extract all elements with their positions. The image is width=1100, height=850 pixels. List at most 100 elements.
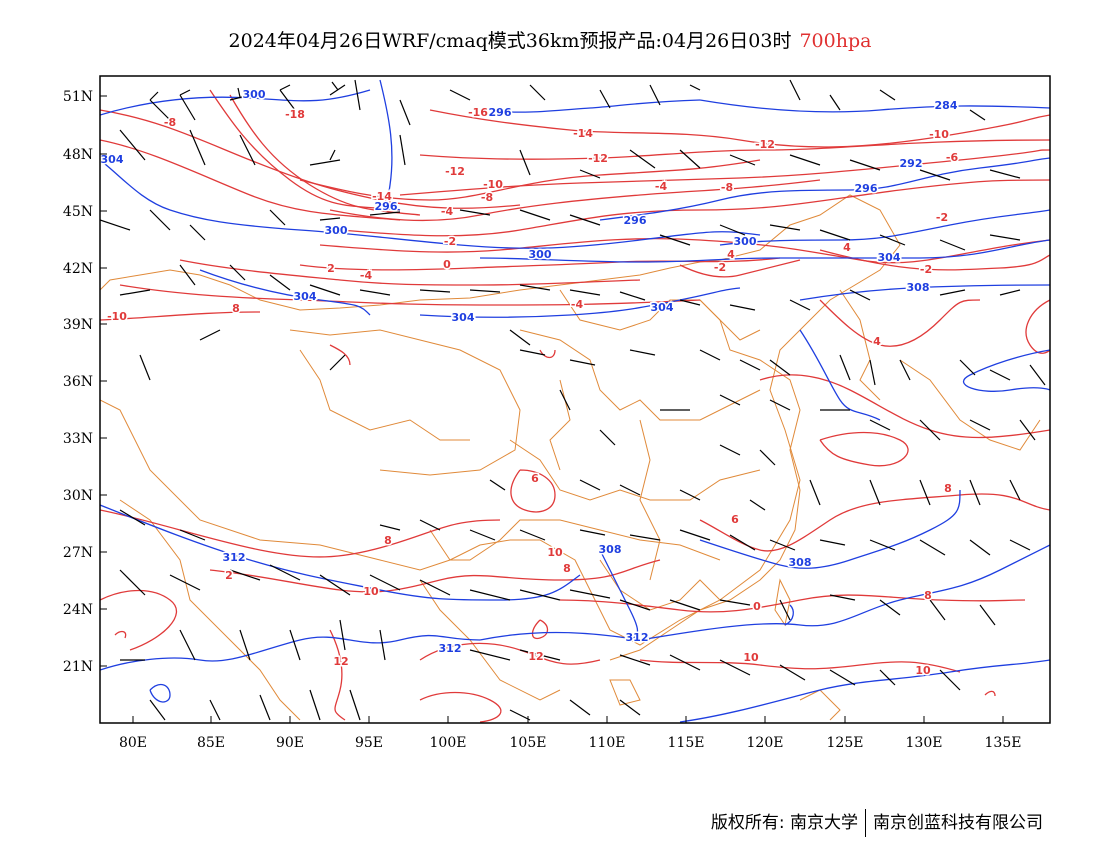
lat-label: 27N	[63, 545, 93, 561]
wind-barb	[519, 284, 551, 291]
wind-barb	[629, 349, 656, 356]
temperature-label: 2	[225, 569, 233, 582]
lat-label: 39N	[63, 317, 93, 333]
wind-barb	[189, 129, 206, 166]
geopotential-label: 304	[101, 153, 124, 166]
wind-barb	[179, 629, 196, 661]
province-border-3	[519, 329, 761, 421]
temperature-label: -14	[372, 190, 392, 203]
wind-barb	[419, 579, 451, 596]
temperature-label: -2	[444, 235, 456, 248]
temperature-label: 8	[563, 562, 571, 575]
wind-barb	[939, 239, 966, 251]
wind-barb	[469, 529, 496, 541]
temp-contour	[819, 431, 909, 467]
wind-barb	[919, 539, 946, 556]
geopotential-label: 300	[529, 248, 552, 261]
wind-barb	[919, 419, 941, 441]
wind-barb	[489, 479, 506, 491]
wind-barb	[469, 589, 511, 601]
wind-barb	[319, 574, 351, 596]
wind-barb	[329, 354, 346, 371]
lat-label: 51N	[63, 89, 93, 105]
wind-barb	[779, 664, 806, 681]
lon-label: 130E	[906, 735, 943, 751]
lon-label: 100E	[430, 735, 467, 751]
wind-barb	[579, 169, 601, 179]
temp-contour	[419, 691, 502, 723]
temperature-label: 0	[753, 600, 761, 613]
wind-barb	[809, 479, 821, 506]
wind-barb	[569, 289, 601, 296]
wind-barb	[509, 709, 531, 721]
temperature-label: -4	[655, 180, 668, 193]
temperature-label: 4	[873, 335, 881, 348]
pressure-level: 700hpa	[799, 30, 872, 52]
wind-barb	[619, 599, 651, 611]
wind-barb	[519, 589, 561, 601]
footer-separator	[865, 809, 866, 837]
height-contour	[149, 683, 171, 703]
wind-barb	[729, 534, 756, 551]
wind-barb	[459, 209, 491, 216]
temperature-label: 8	[384, 534, 392, 547]
wind-barb	[399, 134, 406, 166]
wind-barb	[699, 349, 721, 361]
height-contour	[100, 504, 581, 601]
wind-barb	[979, 604, 996, 626]
temperature-label: 10	[743, 651, 759, 664]
height-contour	[100, 89, 371, 116]
temperature-label: -2	[936, 211, 948, 224]
map-content: -8-18 -16-14-12-10-8-14-12-4-10-8-12-2-40…	[100, 79, 1050, 723]
geopotential-label: 304	[294, 290, 317, 303]
wind-barb	[579, 529, 606, 536]
temperature-label: 4	[843, 241, 851, 254]
wind-barb	[689, 84, 701, 91]
wind-barb	[989, 234, 1021, 241]
lon-label: 110E	[589, 735, 626, 751]
lon-label: 85E	[197, 735, 225, 751]
wind-barb	[269, 564, 301, 581]
lon-label: 105E	[510, 735, 547, 751]
temp-contour	[510, 469, 556, 513]
wind-barb	[369, 211, 401, 216]
wind-barb	[119, 289, 151, 296]
temperature-label-layer: -8-18 -16-14-12-10-8-14-12-4-10-8-12-2-40…	[106, 105, 960, 679]
temperature-label: -12	[755, 138, 775, 151]
wind-barb	[569, 699, 591, 716]
temp-contour	[1025, 299, 1050, 354]
temp-contour	[229, 94, 421, 216]
indochina-border	[419, 579, 561, 701]
geopotential-label: 296	[855, 182, 878, 195]
height-contour	[199, 269, 371, 316]
wind-barb	[349, 689, 361, 721]
wind-barb	[829, 594, 856, 601]
temperature-label: 2	[327, 262, 335, 275]
geopotential-label: 300	[243, 88, 266, 101]
geopotential-label: 308	[789, 556, 812, 569]
wind-barb	[119, 569, 146, 596]
wind-barb	[339, 619, 346, 651]
hainan-coast	[609, 679, 641, 706]
wind-barb	[599, 89, 611, 109]
wind-barb	[419, 519, 441, 531]
province-border-2	[299, 349, 470, 441]
lon-label: 135E	[985, 735, 1022, 751]
lat-label: 21N	[63, 659, 93, 675]
temperature-label: 4	[727, 248, 735, 261]
geopotential-label: 292	[900, 157, 923, 170]
wind-barb	[819, 229, 851, 241]
wind-barb	[879, 234, 906, 246]
height-contour	[489, 99, 701, 113]
wind-barb	[319, 217, 341, 221]
wind-barb	[449, 89, 471, 101]
temp-contour	[419, 139, 1050, 160]
wind-barb	[519, 649, 561, 661]
wind-barb	[879, 89, 896, 101]
wind-barb	[759, 449, 776, 466]
height-contour	[719, 209, 1050, 246]
boundary-lines	[100, 194, 1041, 721]
wind-barb	[369, 574, 401, 591]
wind-barb	[139, 354, 151, 381]
temp-contour	[119, 284, 701, 306]
